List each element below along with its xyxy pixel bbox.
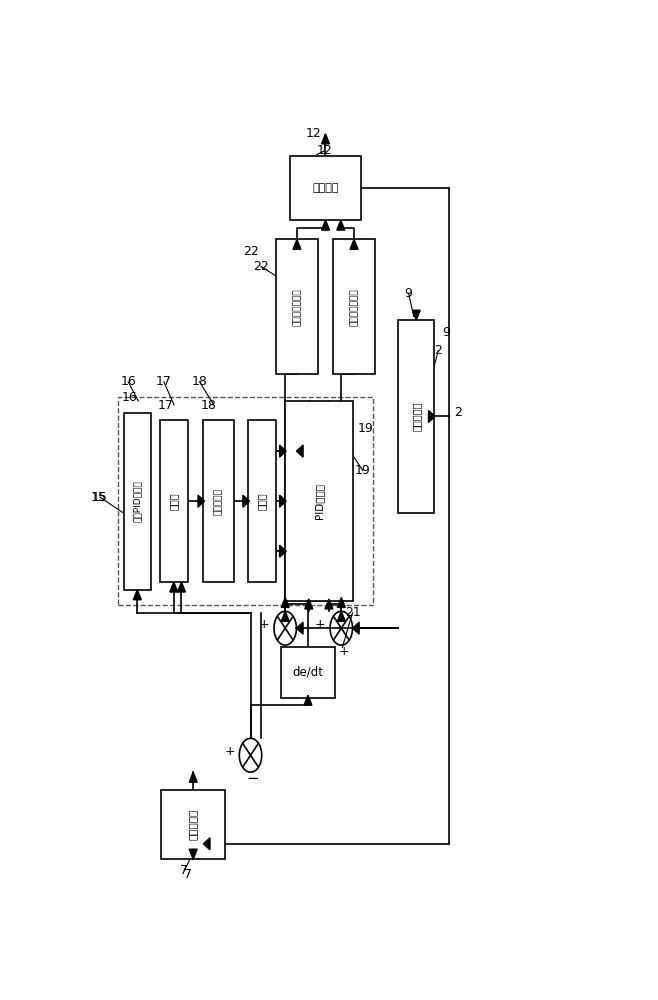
Text: 电气比例减压阀: 电气比例减压阀 (292, 288, 301, 326)
Text: +: + (259, 618, 269, 631)
Text: 17: 17 (156, 375, 172, 388)
Text: 18: 18 (201, 399, 216, 412)
Polygon shape (280, 445, 286, 457)
Bar (161, 790, 225, 859)
Polygon shape (198, 495, 205, 507)
Bar (281, 647, 335, 698)
Bar (333, 239, 375, 374)
Polygon shape (190, 849, 197, 859)
Text: 19: 19 (355, 464, 370, 477)
Polygon shape (297, 445, 303, 457)
Text: de/dt: de/dt (292, 666, 323, 679)
Polygon shape (243, 495, 249, 507)
Bar (160, 420, 188, 582)
Bar (124, 413, 151, 590)
Bar (118, 397, 373, 605)
Bar (248, 420, 276, 582)
Polygon shape (170, 582, 178, 592)
Text: +: + (225, 745, 236, 758)
Text: 7: 7 (184, 868, 192, 881)
Polygon shape (281, 611, 289, 621)
Polygon shape (428, 410, 435, 422)
Bar (276, 239, 318, 374)
Text: 18: 18 (191, 375, 207, 388)
Polygon shape (281, 597, 289, 607)
Text: 2: 2 (455, 406, 463, 419)
Polygon shape (350, 239, 358, 249)
Text: 色差传感器: 色差传感器 (411, 402, 421, 431)
Text: 12: 12 (316, 144, 332, 157)
Text: PID控制器: PID控制器 (314, 483, 324, 519)
Polygon shape (304, 695, 312, 705)
Text: +: + (315, 618, 325, 631)
Text: 16: 16 (120, 375, 136, 388)
Polygon shape (338, 597, 345, 607)
Text: 卷绕平台: 卷绕平台 (313, 183, 339, 193)
Polygon shape (280, 545, 286, 557)
Text: 22: 22 (253, 260, 268, 273)
Polygon shape (325, 599, 333, 609)
Text: 电气比例减压阀: 电气比例减压阀 (349, 288, 359, 326)
Polygon shape (322, 220, 330, 230)
Text: −: − (246, 771, 259, 786)
Polygon shape (203, 838, 210, 850)
Text: 22: 22 (243, 245, 259, 258)
Polygon shape (134, 590, 141, 600)
Text: 模糊PID控制器: 模糊PID控制器 (133, 480, 142, 522)
Text: −: − (281, 644, 293, 659)
Text: 21: 21 (345, 606, 361, 619)
Text: 15: 15 (92, 491, 108, 504)
Polygon shape (413, 310, 420, 320)
Polygon shape (293, 239, 301, 249)
Text: 15: 15 (91, 491, 107, 504)
Bar (203, 420, 234, 582)
Bar (290, 156, 361, 220)
Text: 9: 9 (442, 326, 449, 339)
Polygon shape (280, 495, 286, 507)
Polygon shape (297, 622, 303, 634)
Polygon shape (353, 622, 359, 634)
Bar (399, 320, 434, 513)
Text: 位置传感器: 位置传感器 (188, 809, 198, 840)
Polygon shape (338, 611, 345, 621)
Text: 模糊化: 模糊化 (169, 492, 179, 510)
Text: 模糊化推理: 模糊化推理 (214, 488, 223, 515)
Polygon shape (178, 582, 186, 592)
Text: 19: 19 (358, 422, 373, 435)
Text: +: + (339, 645, 349, 658)
Text: 16: 16 (122, 391, 138, 404)
Polygon shape (322, 134, 330, 144)
Polygon shape (337, 220, 345, 230)
Text: 2: 2 (434, 344, 442, 358)
Text: 7: 7 (180, 864, 188, 877)
Polygon shape (305, 599, 313, 609)
Text: 17: 17 (157, 399, 173, 412)
Text: 9: 9 (405, 287, 413, 300)
Bar (285, 401, 353, 601)
Text: 清晰化: 清晰化 (257, 492, 267, 510)
Polygon shape (190, 772, 197, 782)
Text: 12: 12 (305, 127, 321, 140)
